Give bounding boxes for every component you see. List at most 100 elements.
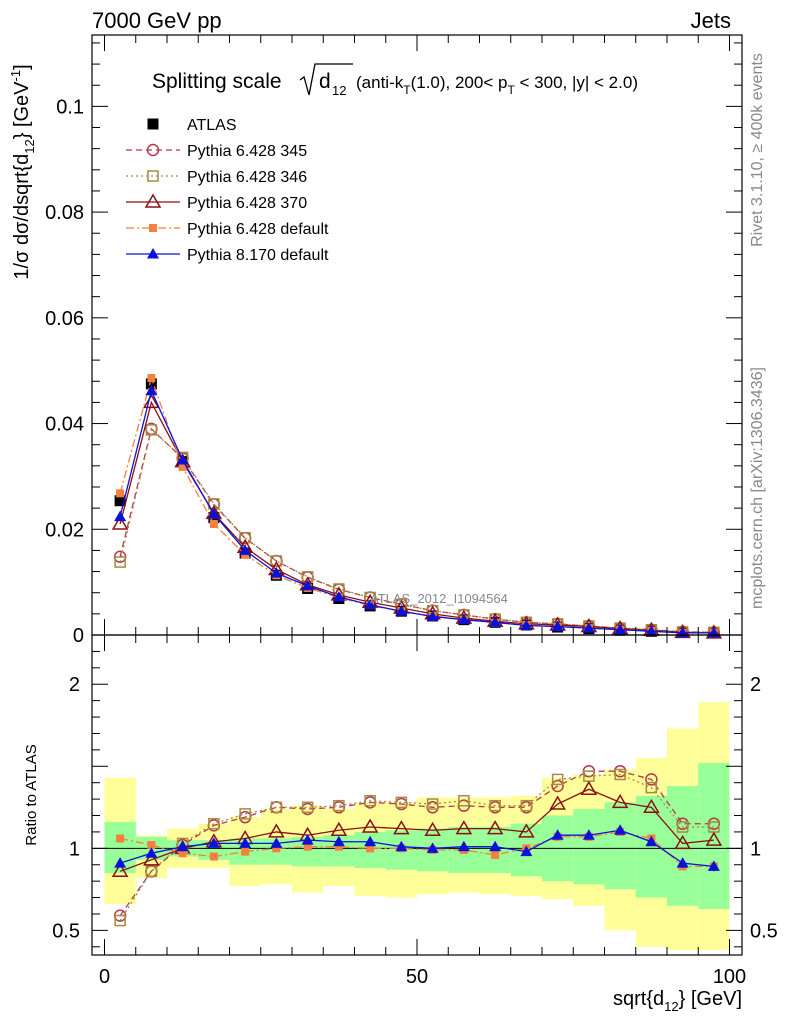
legend-item-atlas: ATLAS (147, 117, 237, 134)
data-point-pythia-6-428-346 (114, 914, 126, 927)
data-point-pythia-8-170-default (489, 840, 502, 852)
data-point-pythia-8-170-default (114, 857, 127, 868)
svg-text:Splitting scale: Splitting scale (152, 70, 282, 93)
title-part-1: (anti-k (356, 73, 404, 92)
data-point-pythia-6-428-370 (549, 795, 566, 810)
data-point-pythia-6-428-346 (395, 796, 408, 809)
data-point-pythia-6-428-346 (489, 799, 501, 812)
data-point-pythia-6-428-370 (330, 821, 348, 837)
data-point-pythia-8-170-default (145, 847, 158, 858)
data-point-pythia-8-170-default (645, 625, 658, 636)
data-point-pythia-6-428-370 (143, 851, 160, 866)
data-point-pythia-6-428-346 (520, 799, 533, 812)
legend-marker-atlas (147, 118, 159, 130)
data-point-pythia-6-428-345 (645, 773, 658, 786)
data-point-pythia-6-428-370 (361, 818, 379, 833)
legend-marker-pythia-8-170-default (147, 248, 159, 259)
data-point-pythia-8-170-default (676, 857, 689, 868)
ratio-band-inner (635, 795, 667, 898)
data-point-pythia-6-428-default (116, 834, 125, 843)
y-tick-label-right: 1 (750, 838, 761, 860)
data-point-pythia-6-428-346 (301, 801, 314, 814)
data-point-pythia-8-170-default (145, 384, 158, 396)
data-point-pythia-8-170-default (551, 829, 564, 840)
data-point-pythia-6-428-370 (611, 793, 629, 809)
data-point-pythia-8-170-default (114, 510, 127, 522)
series-pythia-6-428-346 (114, 768, 720, 927)
data-point-pythia-8-170-default (270, 837, 283, 848)
y-tick-label-right: 0.5 (750, 920, 778, 942)
data-point-pythia-8-170-default (457, 840, 470, 852)
data-point-pythia-8-170-default (645, 835, 658, 847)
y-tick-label: 0.5 (52, 920, 80, 942)
legend-item-pythia-6-428-345: Pythia 6.428 345 (126, 143, 307, 160)
legend-label-pythia-6-428-346: Pythia 6.428 346 (187, 169, 307, 186)
series-pythia-6-428-370 (111, 780, 723, 878)
data-point-pythia-8-170-default (239, 544, 252, 555)
ratio-y-axis-label: Ratio to ATLAS (23, 744, 40, 845)
data-point-pythia-6-428-346 (270, 801, 283, 814)
data-point-pythia-8-170-default (207, 507, 220, 519)
data-point-pythia-8-170-default (270, 567, 283, 578)
data-point-pythia-6-428-346 (645, 781, 658, 794)
title-main: Splitting scale (152, 70, 282, 93)
legend-item-pythia-8-170-default: Pythia 8.170 default (126, 247, 329, 264)
data-point-pythia-6-428-346 (239, 808, 251, 820)
ratio-band-inner (698, 763, 730, 910)
data-point-pythia-6-428-370 (111, 515, 129, 530)
ratio-axes: 0.5 0.5 1 1 2 2 0 50 100 (52, 635, 778, 988)
data-point-pythia-6-428-346 (239, 531, 251, 544)
data-point-pythia-8-170-default (301, 834, 314, 845)
data-point-pythia-6-428-345 (551, 779, 564, 793)
y-tick-label: 0.06 (45, 308, 84, 330)
data-point-pythia-6-428-346 (114, 556, 126, 568)
y-tick-label: 0 (73, 625, 84, 647)
ratio-band-inner (667, 785, 699, 906)
series-line-pythia-8-170-default (119, 829, 714, 868)
x-tick-label: 100 (713, 966, 746, 988)
main-panel: 0 0.02 0.04 0.06 0.08 0.1 Splitting scale d 1… (8, 34, 743, 647)
x-tick-label: 0 (99, 966, 110, 988)
data-point-pythia-6-428-default (147, 841, 156, 850)
data-point-pythia-6-428-370 (143, 393, 160, 409)
data-point-pythia-6-428-370 (580, 780, 598, 796)
data-point-pythia-8-170-default (176, 454, 189, 465)
svg-text:12: 12 (332, 83, 346, 98)
title-radicand-sub: 12 (332, 83, 346, 98)
data-point-pythia-6-428-default (366, 844, 375, 853)
header-left: 7000 GeV pp (92, 8, 222, 33)
data-point-pythia-8-170-default (332, 590, 345, 602)
series-pythia-8-170-default (114, 824, 720, 872)
legend-label-pythia-6-428-default: Pythia 6.428 default (187, 221, 329, 238)
legend-marker-pythia-6-428-346 (147, 170, 159, 182)
legend-marker-pythia-6-428-default (149, 224, 157, 232)
y-tick-label: 0.04 (45, 414, 84, 436)
data-point-pythia-6-428-default (178, 462, 187, 471)
data-point-pythia-6-428-370 (424, 821, 441, 837)
data-point-pythia-6-428-370 (643, 798, 660, 814)
data-point-pythia-8-170-default (489, 616, 502, 627)
legend-label-pythia-8-170-default: Pythia 8.170 default (187, 247, 329, 264)
data-point-pythia-6-428-370 (518, 823, 535, 838)
legend-label-pythia-6-428-370: Pythia 6.428 370 (187, 195, 307, 212)
data-point-pythia-8-170-default (207, 837, 220, 848)
data-point-atlas (145, 378, 157, 390)
y-tick-label: 1 (69, 838, 80, 860)
title-radicand: d (319, 70, 331, 93)
series-line-pythia-6-428-default (119, 831, 714, 868)
data-point-pythia-8-170-default (582, 829, 595, 840)
data-point-pythia-6-428-346 (551, 773, 564, 786)
main-y-axis-label: 1/σ dσ/dsqrt{d12} [GeV-1] (8, 64, 37, 279)
data-point-pythia-6-428-370 (455, 820, 473, 835)
data-point-pythia-8-170-default (301, 579, 314, 591)
title-part-2: (1.0), 200< p (411, 73, 508, 92)
data-point-atlas (114, 495, 126, 507)
y-tick-label: 0.1 (56, 96, 84, 118)
data-point-pythia-6-428-default (178, 849, 187, 858)
legend-item-pythia-6-428-370: Pythia 6.428 370 (126, 193, 307, 212)
data-point-pythia-6-428-370 (268, 823, 285, 838)
main-axes: 0 0.02 0.04 0.06 0.08 0.1 (45, 35, 742, 647)
title-part-2-sub: T (507, 83, 515, 97)
data-point-pythia-6-428-default (303, 842, 312, 851)
data-point-pythia-8-170-default (582, 622, 595, 633)
